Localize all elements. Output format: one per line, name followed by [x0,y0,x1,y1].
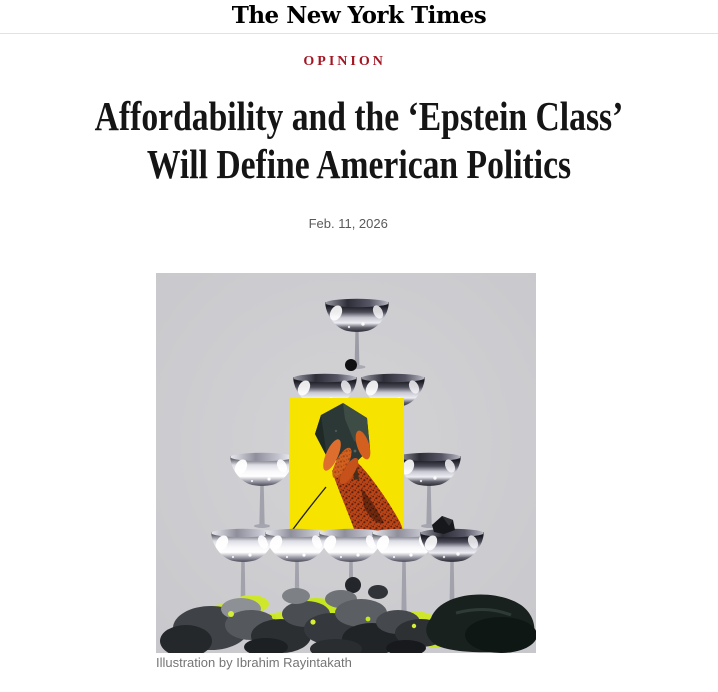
article-headline: Affordability and the ‘Epstein Class’ Wi… [65,92,654,188]
headline-line-1: Affordability and the ‘Epstein Class’ [94,93,624,139]
coupe-glass-row3-left [230,452,294,528]
section-label-opinion[interactable]: OPINION [303,54,386,69]
black-ball-on-stem [345,359,357,371]
hand-holding-stone [315,403,404,540]
rock-mound [160,577,536,653]
champagne-tower-svg [156,273,536,653]
nyt-masthead-logo[interactable]: The New York Times [231,2,487,29]
publication-date: Feb. 11, 2026 [308,216,388,231]
header-divider [0,33,718,34]
coupe-glass-top [325,298,389,371]
illustration-credit-caption: Illustration by Ibrahim Rayintakath [156,655,352,670]
headline-line-2: Will Define American Politics [146,141,572,187]
yellow-inset [289,398,404,540]
article-illustration [156,273,536,653]
